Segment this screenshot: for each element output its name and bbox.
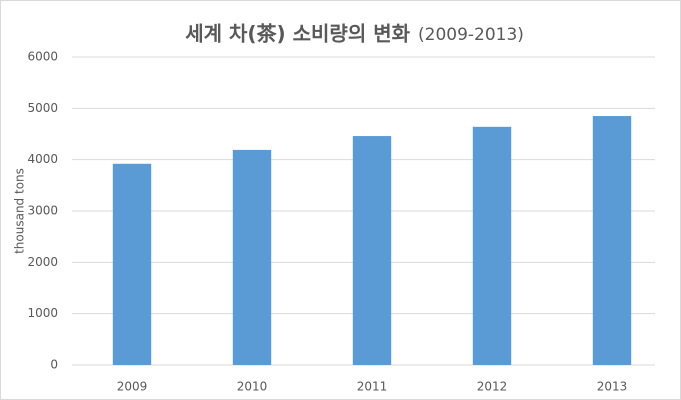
bar [352, 136, 392, 365]
chart-subtitle: (2009-2013) [418, 25, 524, 45]
bar [112, 163, 152, 365]
x-tick-label: 2009 [117, 380, 148, 394]
bar [472, 126, 512, 366]
x-tick-label: 2011 [357, 380, 388, 394]
x-tick-label: 2013 [597, 380, 628, 394]
y-axis-label: thousand tons [13, 168, 27, 254]
x-tick-label: 2012 [477, 380, 508, 394]
bar [592, 116, 632, 366]
y-tick-label: 2000 [27, 255, 58, 269]
y-tick-label: 4000 [27, 152, 58, 166]
y-tick-label: 3000 [27, 204, 58, 218]
bar [232, 149, 272, 365]
y-tick-label: 5000 [27, 101, 58, 115]
chart-title: 세계 차(茶) 소비량의 변화 [185, 22, 410, 46]
y-tick-label: 6000 [27, 50, 58, 64]
y-tick-label: 1000 [27, 306, 58, 320]
x-tick-label: 2010 [237, 380, 268, 394]
y-tick-label: 0 [50, 358, 58, 372]
